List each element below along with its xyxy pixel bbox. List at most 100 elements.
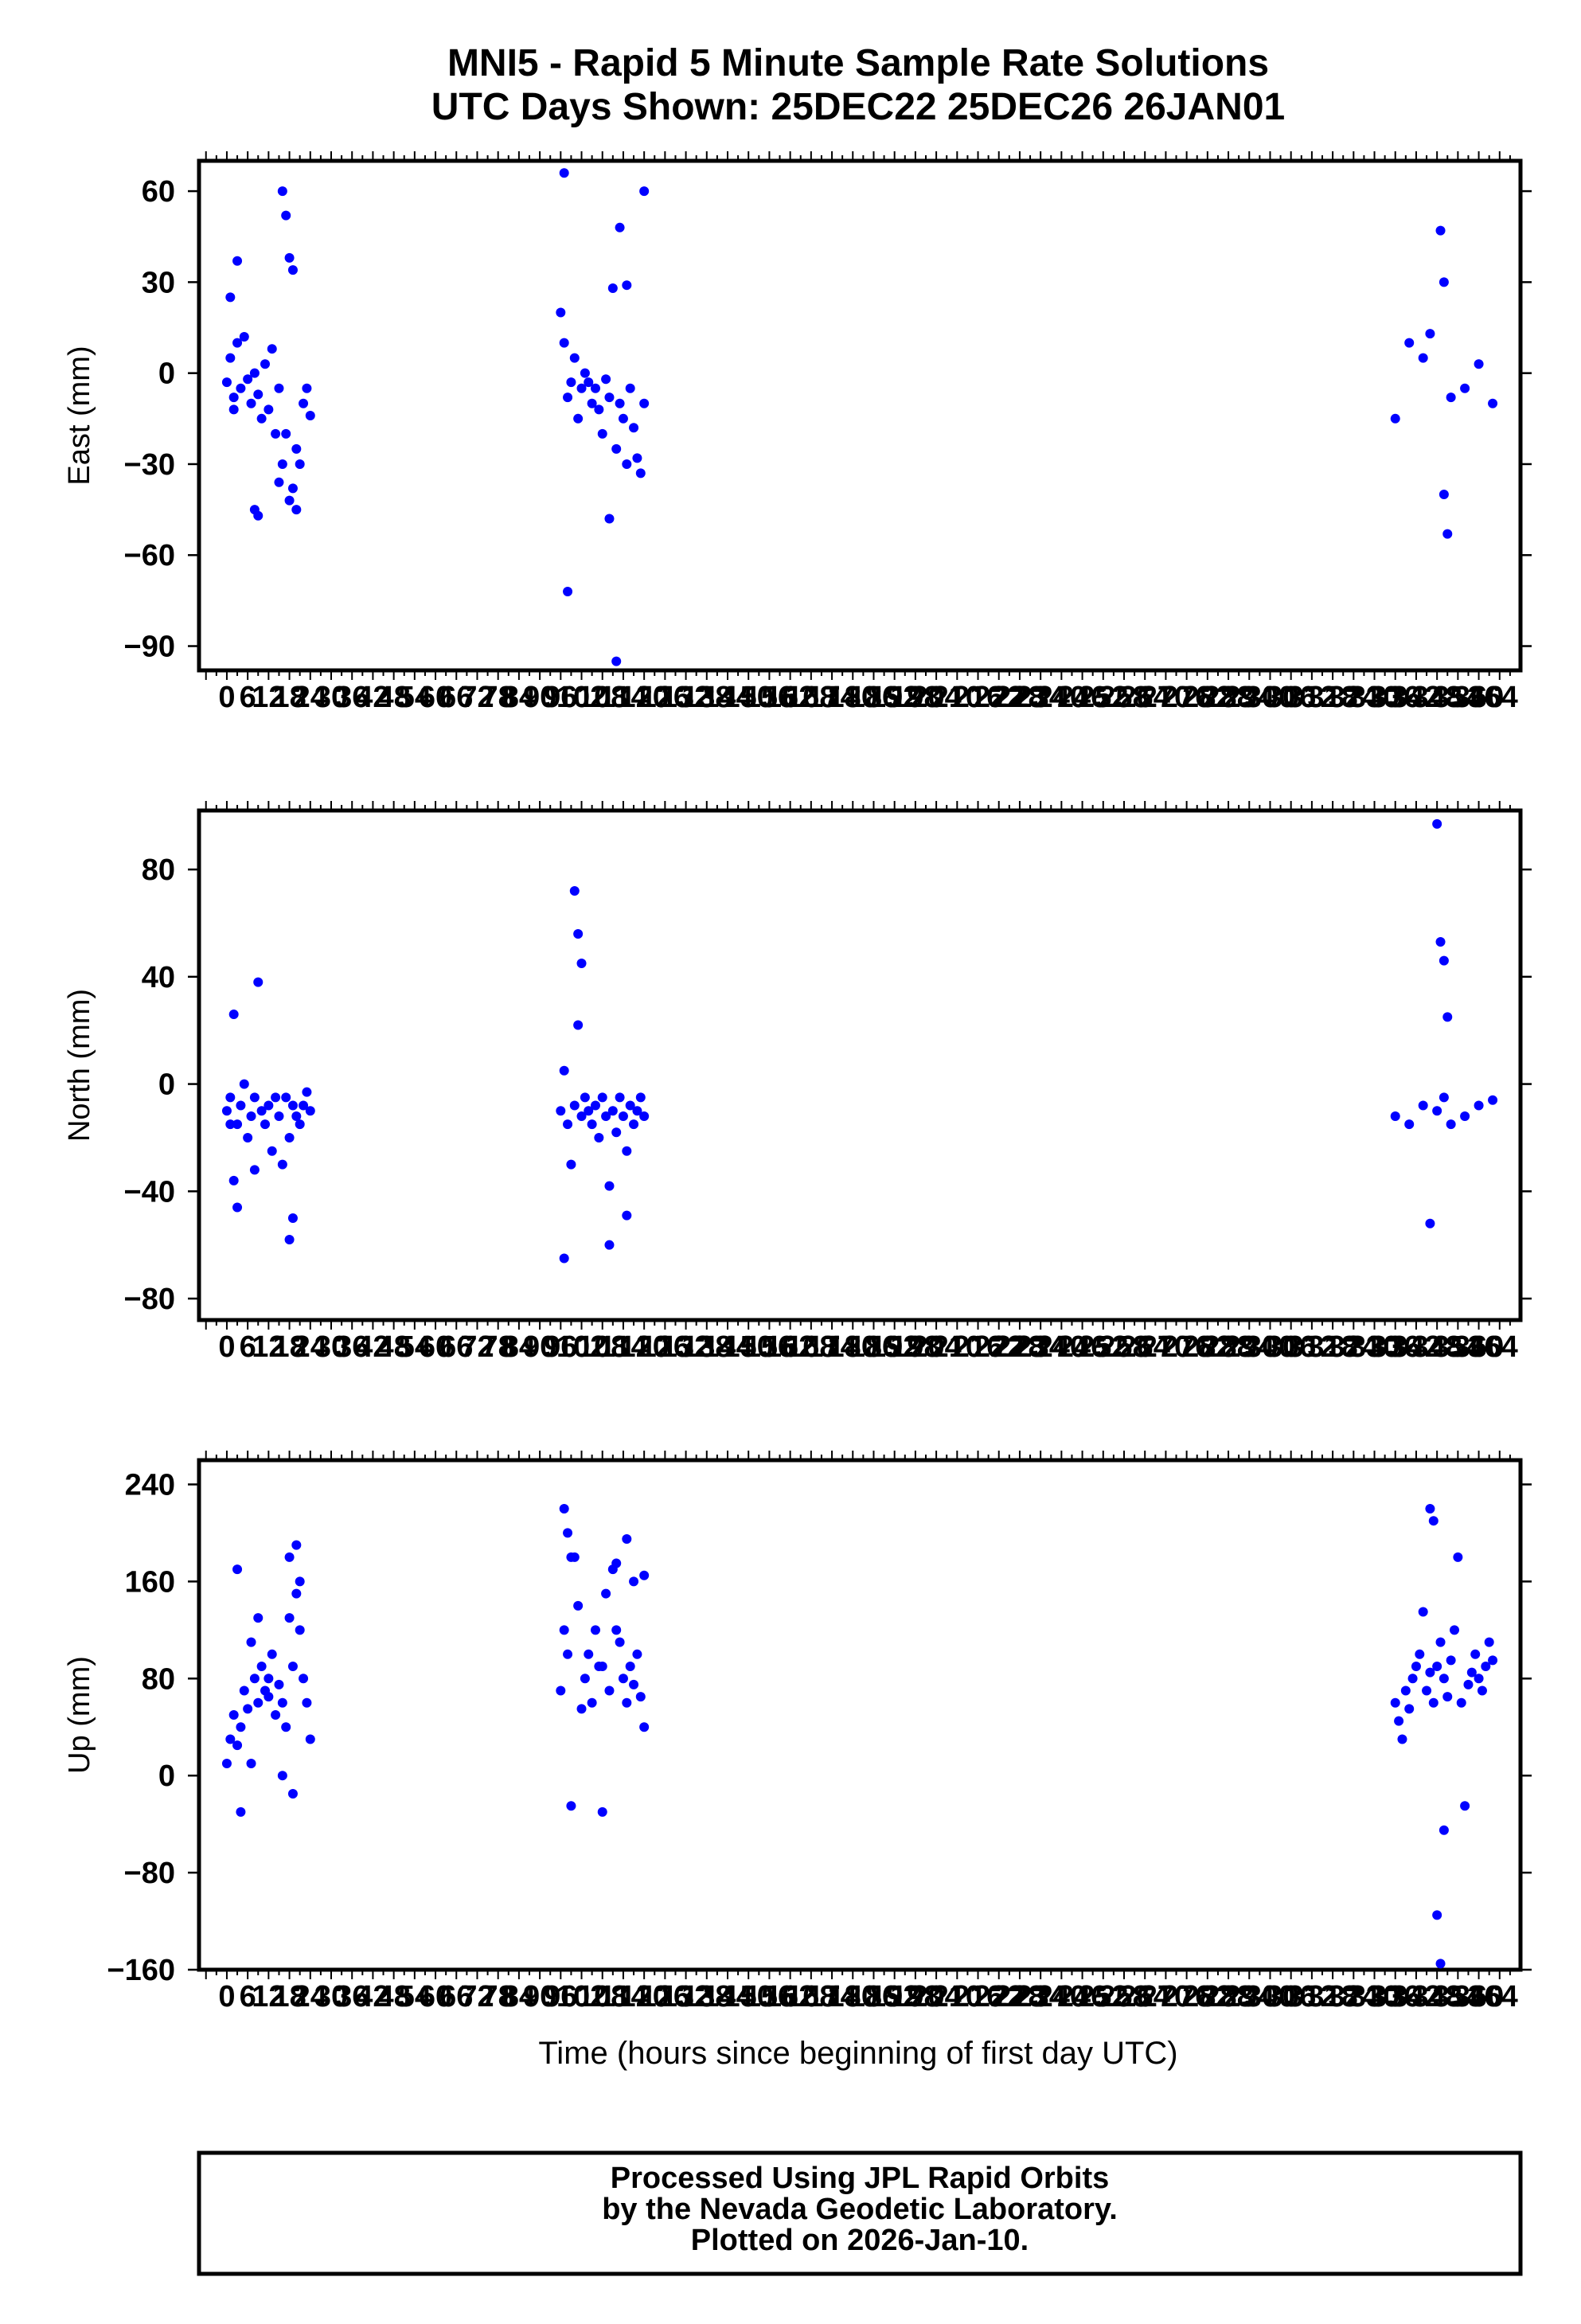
data-point (228, 404, 239, 415)
plot-frame (197, 808, 1523, 1322)
x-tick-label: 216 (953, 1980, 1003, 2013)
data-point (1404, 1119, 1415, 1130)
data-point (1422, 1685, 1432, 1696)
data-point (615, 1637, 625, 1647)
data-point (1484, 1637, 1494, 1647)
data-point (632, 453, 642, 463)
x-tick-label: 138 (681, 681, 732, 714)
data-point (611, 656, 622, 666)
x-tick-label: 306 (1266, 1980, 1316, 2013)
x-tick-label: 288 (1203, 681, 1253, 714)
x-tick-label: 192 (869, 1980, 919, 2013)
chart-title-line1: MNI5 - Rapid 5 Minute Sample Rate Soluti… (447, 42, 1269, 84)
x-tick-label: 246 (1057, 681, 1107, 714)
data-point (607, 283, 618, 293)
data-point (271, 1092, 281, 1103)
data-point (295, 1119, 305, 1130)
data-point (635, 1092, 646, 1103)
data-point (625, 1662, 635, 1672)
data-point (1397, 1734, 1407, 1744)
x-tick-label: 156 (744, 1980, 794, 2013)
data-point (239, 1079, 249, 1089)
x-tick-label: 364 (1467, 1980, 1517, 2013)
x-tick-label: 330 (1349, 681, 1399, 714)
x-tick-label: 300 (1245, 1330, 1295, 1364)
x-tick-label: 180 (828, 1980, 878, 2013)
data-point (281, 1092, 291, 1103)
x-tick-label: 0 (218, 681, 235, 714)
y-axis-label: East (mm) (63, 346, 96, 485)
x-tick-label: 18 (272, 681, 306, 714)
x-tick-label: 0 (218, 1980, 235, 2013)
x-tick-label: 120 (619, 681, 669, 714)
data-point (563, 1528, 573, 1538)
data-point (256, 413, 267, 424)
data-point (264, 404, 274, 415)
data-point (284, 1613, 295, 1623)
data-point (597, 1662, 607, 1672)
x-tick-label: 0 (218, 1330, 235, 1364)
data-point (221, 377, 232, 388)
y-tick-label: 0 (158, 357, 175, 391)
x-tick-label: 18 (272, 1980, 306, 2013)
x-tick-label: 318 (1307, 1330, 1357, 1364)
y-tick-label: 80 (142, 853, 175, 887)
x-tick-label: 258 (1099, 681, 1149, 714)
data-point (225, 353, 236, 363)
data-point (1415, 1649, 1425, 1659)
data-point (232, 338, 243, 348)
data-point (615, 1092, 625, 1103)
data-point (291, 1588, 302, 1599)
x-tick-label: 96 (544, 681, 577, 714)
x-tick-label: 180 (828, 1330, 878, 1364)
data-point (1442, 1012, 1453, 1022)
data-point (277, 1771, 287, 1781)
x-tick-label: 168 (786, 681, 836, 714)
y-tick-label: 0 (158, 1760, 175, 1793)
data-point (1453, 1552, 1463, 1562)
data-point (274, 1679, 284, 1689)
data-point (594, 404, 604, 415)
x-tick-label: 144 (702, 1980, 752, 2013)
x-tick-label: 12 (252, 1980, 285, 2013)
x-tick-label: 150 (724, 1330, 774, 1364)
x-tick-label: 144 (702, 681, 752, 714)
data-point (622, 1534, 632, 1545)
x-tick-label: 270 (1141, 1980, 1191, 2013)
data-point (236, 383, 246, 393)
data-point (274, 383, 284, 393)
data-point (239, 1685, 249, 1696)
data-point (591, 383, 600, 393)
data-point (607, 1106, 618, 1116)
data-point (635, 468, 646, 478)
x-tick-label: 174 (806, 1980, 857, 2013)
x-tick-label: 240 (1036, 681, 1087, 714)
x-tick-label: 120 (619, 1980, 669, 2013)
data-point (1390, 1697, 1400, 1708)
data-point (253, 1697, 264, 1708)
y-tick-label: −30 (124, 448, 175, 482)
data-point (277, 1159, 287, 1170)
data-point (1425, 1503, 1435, 1514)
data-point (287, 1789, 298, 1799)
x-tick-label: 102 (556, 1330, 607, 1364)
x-tick-label: 114 (599, 681, 647, 714)
x-tick-label: 90 (523, 1330, 556, 1364)
north-panel: 0 612182430364248546066727884909610210811… (63, 801, 1532, 1364)
data-point (1425, 1218, 1435, 1228)
data-point (274, 477, 284, 487)
x-tick-label: 84 (502, 1330, 536, 1364)
data-point (1390, 413, 1400, 424)
x-tick-label: 150 (724, 681, 774, 714)
x-tick-label: 318 (1307, 681, 1357, 714)
data-point (1435, 937, 1446, 947)
data-point (1460, 1801, 1470, 1811)
x-tick-label: 294 (1224, 1330, 1275, 1364)
data-point (584, 1649, 594, 1659)
data-point (264, 1692, 274, 1702)
data-point (1488, 1095, 1498, 1105)
x-tick-label: 12 (252, 681, 285, 714)
x-tick-label: 6 (240, 681, 256, 714)
x-tick-label: 312 (1286, 681, 1337, 714)
data-point (622, 280, 632, 291)
